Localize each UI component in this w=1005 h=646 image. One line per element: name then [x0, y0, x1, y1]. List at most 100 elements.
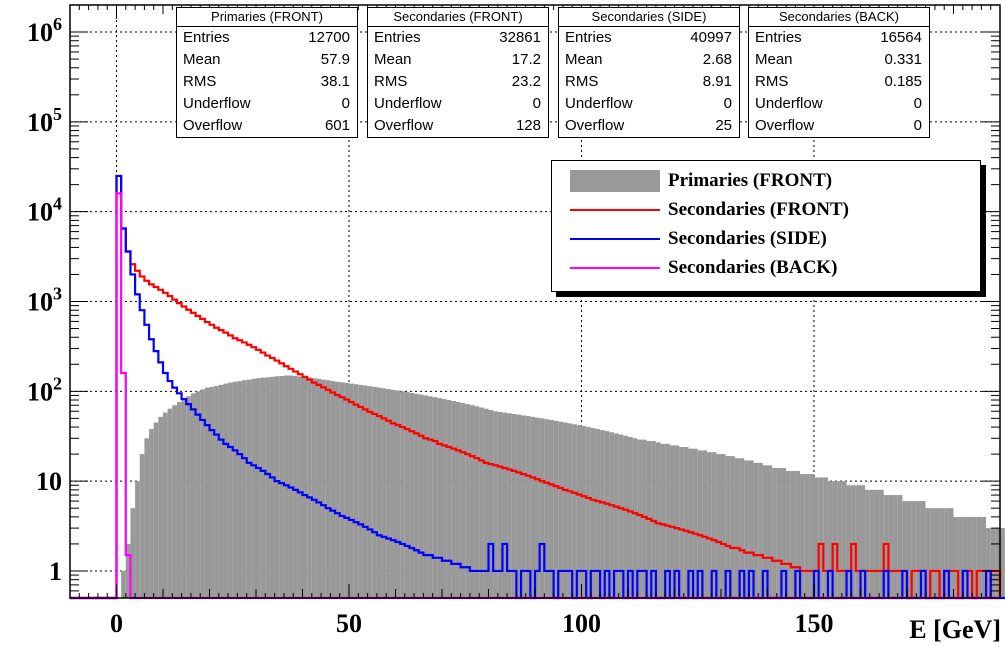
histogram-bar: [804, 474, 810, 598]
histogram-bar: [548, 419, 554, 598]
histogram-bar: [814, 477, 819, 598]
stats-value: 8.91: [702, 73, 732, 90]
stats-value: 23.2: [511, 73, 541, 90]
y-tick-label: 103: [27, 284, 62, 317]
histogram-bar: [386, 389, 391, 598]
stats-value: 0.331: [884, 51, 922, 68]
stats-key: Entries: [374, 29, 421, 46]
stats-box-title: Secondaries (FRONT): [368, 8, 548, 27]
stats-value: 12700: [308, 29, 350, 46]
histogram-bar: [841, 481, 847, 598]
histogram-bar: [665, 443, 670, 598]
histogram-bar: [279, 376, 284, 598]
stats-value: 601: [324, 117, 350, 134]
histogram-bar: [739, 458, 745, 598]
histogram-bar: [125, 543, 131, 598]
stats-box: Primaries (FRONT) Entries 12700 Mean 57.9 RMS…: [176, 7, 358, 138]
histogram-bar: [516, 414, 522, 598]
histogram-bar: [925, 508, 931, 598]
histogram-bar: [460, 403, 466, 598]
histogram-bar: [967, 516, 973, 598]
stats-row: Underflow 0: [749, 93, 929, 115]
histogram-bar: [948, 508, 954, 598]
stats-value: 25: [715, 117, 732, 134]
histogram-bar: [744, 460, 749, 598]
histogram-bar: [176, 402, 182, 598]
histogram-bar: [256, 378, 261, 598]
histogram-bar: [521, 415, 526, 598]
histogram-bar: [1000, 528, 1005, 598]
stats-row: RMS 38.1: [177, 71, 357, 93]
histogram-bar: [655, 442, 661, 598]
histogram-bar: [181, 399, 187, 598]
histogram-bar: [525, 416, 531, 598]
histogram-bar: [818, 477, 824, 598]
histogram-bar: [762, 465, 768, 598]
histogram-bar: [683, 446, 689, 598]
histogram-bar: [734, 458, 740, 598]
histogram-bar: [930, 508, 935, 598]
histogram-bar: [958, 516, 963, 598]
histogram-bar: [874, 489, 880, 598]
stats-value: 57.9: [320, 51, 350, 68]
histogram-bar: [414, 393, 419, 598]
stats-row: RMS 0.185: [749, 71, 929, 93]
histogram-bar: [962, 516, 968, 598]
histogram-bar: [669, 445, 675, 598]
histogram-bar: [990, 528, 996, 598]
histogram-bar: [344, 382, 349, 598]
histogram-bar: [149, 429, 154, 598]
histogram-bar: [395, 390, 401, 598]
stats-row: Entries 12700: [177, 27, 357, 49]
histogram-bar: [493, 411, 498, 598]
histogram-bar: [553, 420, 559, 598]
y-tick-label: 102: [27, 373, 62, 406]
histogram-bar: [186, 396, 191, 598]
histogram-bar: [944, 508, 949, 598]
histogram-bar: [721, 454, 726, 598]
histogram-bar: [311, 378, 317, 598]
histogram-bar: [869, 489, 875, 598]
histogram-bar: [358, 384, 363, 598]
y-tick-label: 1: [49, 557, 62, 586]
stats-value: 0: [913, 95, 922, 112]
histogram-bar: [800, 474, 805, 598]
legend-symbol: [570, 196, 660, 224]
histogram-bar: [172, 405, 177, 598]
stats-value: 128: [515, 117, 541, 134]
histogram-bar: [195, 391, 201, 598]
histogram-bar: [474, 406, 480, 598]
histogram-bar: [772, 468, 777, 598]
histogram-bar: [986, 528, 991, 598]
histogram-bar: [827, 481, 833, 598]
histogram-bar: [446, 400, 452, 598]
histogram-bar: [897, 495, 903, 598]
stats-box-title: Primaries (FRONT): [177, 8, 357, 27]
histogram-bar: [242, 380, 247, 598]
histogram-bar: [437, 398, 442, 598]
stats-key: Entries: [183, 29, 230, 46]
histogram-bar: [163, 412, 168, 598]
histogram-bar: [632, 438, 638, 598]
y-tick-label: 10: [36, 467, 62, 496]
histogram-bar: [883, 495, 889, 598]
histogram-bar: [939, 508, 945, 598]
stats-key: RMS: [374, 73, 408, 90]
histogram-bar: [428, 396, 433, 598]
histogram-bar: [702, 450, 708, 598]
histogram-bar: [139, 454, 145, 598]
histogram-bar: [479, 407, 484, 598]
histogram-bar: [837, 481, 842, 598]
histogram-bar: [497, 411, 503, 598]
histogram-bar: [265, 377, 270, 598]
histogram-bar: [855, 485, 861, 598]
histogram-bar: [214, 385, 219, 598]
histogram-bar: [995, 528, 1000, 598]
histogram-bar: [153, 422, 159, 598]
stats-value: 0: [341, 95, 350, 112]
histogram-bar: [297, 376, 303, 598]
histogram-bar: [381, 388, 387, 598]
histogram-bar: [679, 446, 684, 598]
stats-row: Mean 17.2: [368, 49, 548, 71]
histogram-bar: [562, 422, 568, 598]
